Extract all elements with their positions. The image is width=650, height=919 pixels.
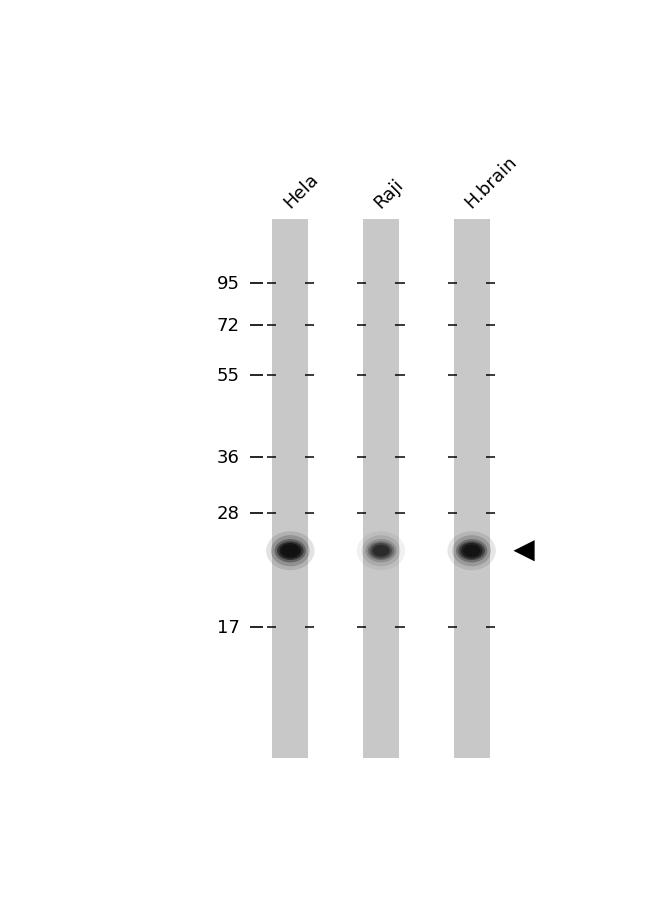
Text: Hela: Hela — [280, 170, 322, 211]
Bar — [454, 220, 490, 758]
Ellipse shape — [365, 539, 396, 562]
Ellipse shape — [277, 542, 304, 561]
Ellipse shape — [361, 536, 400, 567]
Text: 55: 55 — [217, 367, 240, 385]
Bar — [272, 220, 309, 758]
Text: H.brain: H.brain — [462, 153, 521, 211]
Text: 72: 72 — [217, 317, 240, 335]
Text: 95: 95 — [217, 275, 240, 292]
Ellipse shape — [461, 543, 482, 559]
Ellipse shape — [452, 536, 491, 567]
Text: 36: 36 — [217, 448, 240, 466]
Ellipse shape — [282, 545, 299, 557]
Text: Raji: Raji — [370, 176, 407, 211]
Ellipse shape — [368, 542, 395, 561]
Ellipse shape — [458, 542, 485, 561]
Ellipse shape — [447, 532, 496, 571]
Bar — [363, 220, 399, 758]
Ellipse shape — [370, 543, 392, 559]
Ellipse shape — [357, 532, 405, 571]
Ellipse shape — [280, 543, 301, 559]
Text: 28: 28 — [217, 505, 240, 523]
Ellipse shape — [463, 545, 480, 557]
Ellipse shape — [456, 539, 488, 562]
Polygon shape — [514, 540, 534, 562]
Text: 17: 17 — [217, 618, 240, 636]
Ellipse shape — [372, 545, 389, 557]
Ellipse shape — [274, 539, 306, 562]
Ellipse shape — [266, 532, 315, 571]
Ellipse shape — [271, 536, 309, 567]
